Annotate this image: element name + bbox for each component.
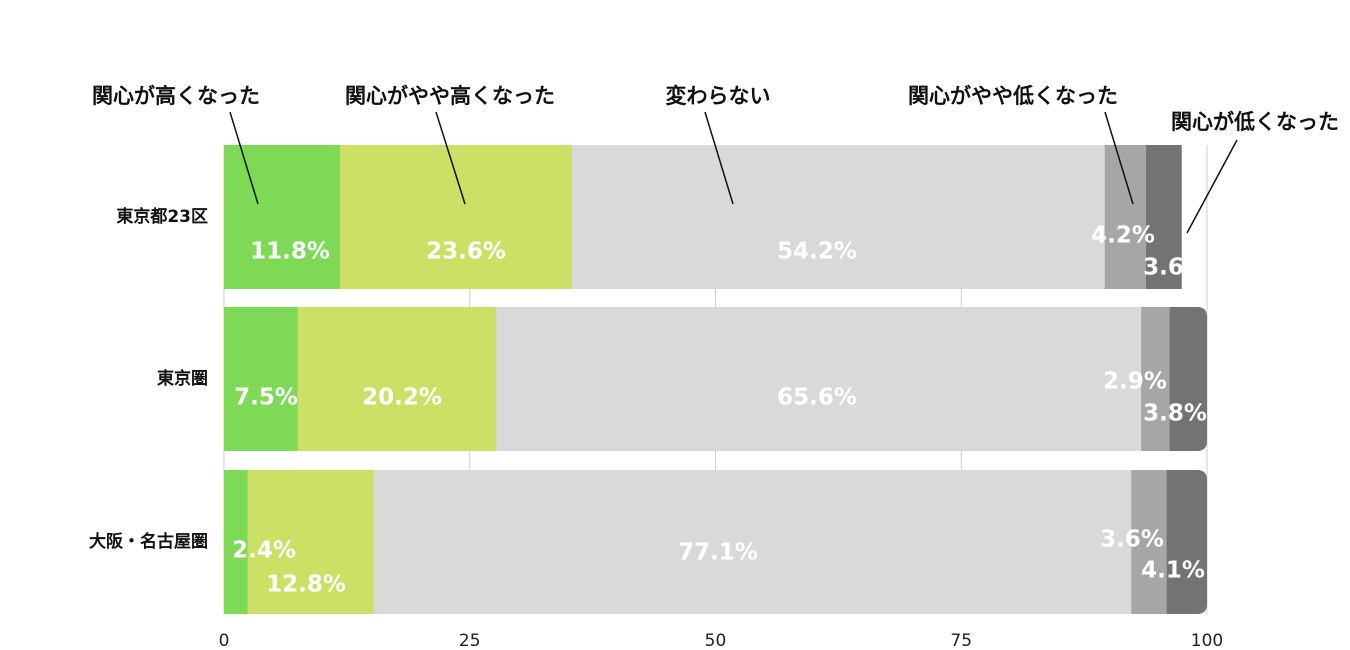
data-label: 20.2% — [362, 385, 442, 411]
legend-leader-line — [229, 111, 259, 205]
data-label: 77.1% — [678, 540, 758, 566]
x-tick-label: 25 — [459, 631, 481, 650]
x-axis-ticks: 0 25 50 75 100 — [219, 631, 1224, 650]
data-label: 3.6% — [1100, 527, 1164, 553]
bar-segment — [571, 145, 1106, 289]
legend-label: 関心がやや高くなった — [345, 84, 555, 108]
category-label: 大阪・名古屋圏 — [89, 531, 208, 552]
bar-row — [224, 307, 1207, 451]
bar-segment — [1104, 145, 1147, 289]
legend-leader-line — [1186, 139, 1238, 234]
legend-leader-line — [704, 111, 734, 205]
category-label: 東京圏 — [157, 368, 208, 389]
category-label: 東京都23区 — [116, 206, 208, 227]
data-label: 2.4% — [232, 538, 296, 564]
bar-segment — [224, 307, 299, 451]
legend-label: 関心がやや低くなった — [908, 84, 1118, 108]
legend-callouts: 関心が高くなった 関心がやや高くなった 変わらない 関心がやや低くなった関心が低くなっ… — [92, 84, 1339, 234]
legend-label: 関心が高くなった — [92, 84, 260, 108]
data-label: 3.8% — [1143, 401, 1207, 427]
bar-segment — [1169, 307, 1207, 451]
x-tick-label: 50 — [705, 631, 727, 650]
legend-leader-line — [435, 111, 466, 205]
x-tick-label: 75 — [950, 631, 972, 650]
bar-segment — [247, 470, 374, 614]
legend-leader-line — [1104, 111, 1134, 205]
bar-row — [224, 145, 1182, 289]
data-label: 2.9% — [1103, 369, 1167, 395]
bar-segment — [1131, 470, 1167, 614]
legend-label: 関心が低くなった — [1171, 110, 1339, 134]
bar-segment — [297, 307, 497, 451]
data-label: 4.1% — [1141, 558, 1205, 584]
data-label: 11.8% — [250, 239, 330, 265]
bars: 11.8% 23.6% 54.2% 4.2% 3.6% 7.5% 20.2% 65.6% 2.9… — [224, 145, 1207, 614]
data-label: 65.6% — [777, 385, 857, 411]
data-label: 12.8% — [266, 572, 346, 598]
bar-segment — [1141, 307, 1170, 451]
legend-label: 変わらない — [666, 84, 771, 108]
data-label: 7.5% — [234, 385, 298, 411]
bar-segment — [1166, 470, 1207, 614]
x-tick-label: 0 — [219, 631, 230, 650]
bar-segment — [224, 145, 341, 289]
data-label: 3.6% — [1143, 255, 1207, 281]
bar-row — [224, 470, 1207, 614]
bar-segment — [373, 470, 1132, 614]
x-tick-label: 100 — [1191, 631, 1223, 650]
bar-segment — [1146, 145, 1182, 289]
data-label: 23.6% — [426, 239, 506, 265]
data-label: 54.2% — [777, 239, 857, 265]
data-label: 4.2% — [1091, 223, 1155, 249]
bar-segment — [496, 307, 1142, 451]
bar-segment — [339, 145, 573, 289]
bar-segment — [224, 470, 248, 614]
